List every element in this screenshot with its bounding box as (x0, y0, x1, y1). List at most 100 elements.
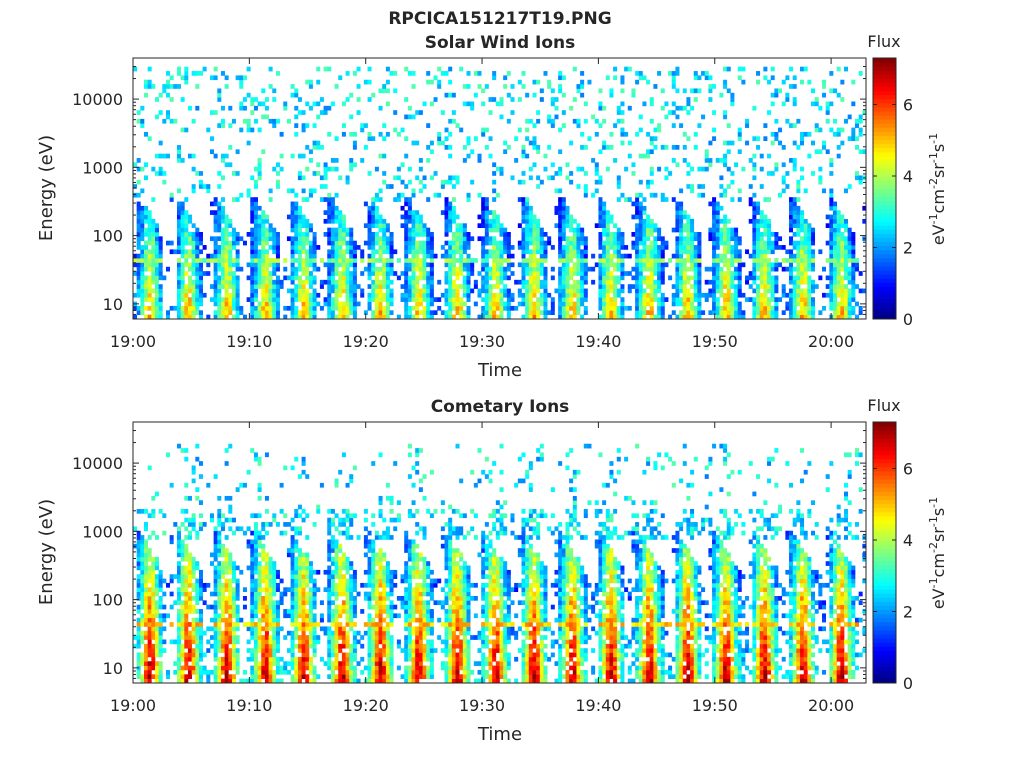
heatmap-cell (151, 674, 156, 679)
heatmap-cell (198, 179, 203, 185)
heatmap-cell (195, 626, 200, 632)
heatmap-cell (484, 288, 489, 294)
heatmap-cell (330, 232, 335, 237)
heatmap-cell (191, 648, 196, 653)
heatmap-cell (638, 114, 643, 120)
heatmap-cell (393, 71, 398, 76)
heatmap-cell (517, 179, 522, 185)
heatmap-cell (261, 114, 266, 120)
heatmap-cell (679, 275, 684, 281)
heatmap-cell (558, 271, 563, 276)
heatmap-cell (319, 279, 324, 285)
heatmap-cell (543, 266, 548, 272)
heatmap-cell (807, 253, 812, 259)
heatmap-cell (136, 635, 141, 640)
heatmap-cell (785, 75, 790, 81)
heatmap-cell (415, 110, 420, 115)
heatmap-cell (415, 279, 420, 285)
heatmap-cell (488, 249, 493, 255)
heatmap-cell (202, 600, 207, 606)
heatmap-cell (144, 288, 149, 294)
heatmap-cell (151, 245, 156, 250)
heatmap-cell (301, 271, 306, 276)
heatmap-cell (858, 179, 863, 185)
heatmap-cell (767, 110, 772, 115)
heatmap-cell (693, 288, 698, 294)
heatmap-cell (525, 297, 530, 302)
heatmap-cell (147, 604, 152, 610)
heatmap-cell (154, 284, 159, 289)
heatmap-cell (268, 271, 273, 276)
heatmap-cell (631, 284, 636, 289)
heatmap-cell (679, 249, 684, 255)
heatmap-cell (367, 301, 372, 307)
heatmap-cell (444, 297, 449, 302)
heatmap-cell (734, 236, 739, 242)
heatmap-cell (697, 232, 702, 237)
heatmap-cell (264, 249, 269, 255)
heatmap-cell (154, 574, 159, 579)
heatmap-cell (763, 249, 768, 255)
heatmap-cell (521, 205, 526, 211)
heatmap-cell (290, 253, 295, 259)
heatmap-cell (844, 249, 849, 255)
heatmap-cell (638, 288, 643, 294)
heatmap-cell (195, 656, 200, 662)
heatmap-cell (484, 305, 489, 311)
heatmap-cell (506, 292, 511, 298)
heatmap-cell (484, 292, 489, 298)
heatmap-cell (558, 297, 563, 302)
heatmap-cell (829, 127, 834, 133)
heatmap-cell (312, 266, 317, 272)
heatmap-cell (455, 301, 460, 307)
heatmap-cell (305, 271, 310, 276)
heatmap-cell (642, 297, 647, 302)
heatmap-cell (807, 297, 812, 302)
heatmap-cell (176, 626, 181, 632)
heatmap-cell (759, 297, 764, 302)
heatmap-cell (275, 292, 280, 298)
heatmap-cell (187, 552, 192, 558)
heatmap-cell (191, 565, 196, 571)
heatmap-cell (730, 179, 735, 185)
heatmap-cell (144, 314, 149, 320)
heatmap-cell (488, 223, 493, 228)
heatmap-cell (176, 232, 181, 237)
heatmap-cell (470, 101, 475, 107)
heatmap-cell (191, 582, 196, 588)
heatmap-cell (756, 201, 761, 207)
heatmap-cell (719, 205, 724, 211)
heatmap-cell (330, 158, 335, 163)
heatmap-cell (638, 253, 643, 259)
heatmap-cell (492, 310, 497, 315)
heatmap-cell (363, 240, 368, 246)
heatmap-cell (136, 578, 141, 584)
heatmap-cell (217, 656, 222, 662)
heatmap-cell (811, 314, 816, 320)
heatmap-cell (268, 227, 273, 233)
heatmap-cell (220, 210, 225, 215)
heatmap-cell (261, 301, 266, 307)
heatmap-cell (836, 153, 841, 159)
heatmap-cell (642, 288, 647, 294)
heatmap-cell (466, 266, 471, 272)
heatmap-cell (250, 262, 255, 268)
heatmap-cell (789, 262, 794, 268)
heatmap-cell (360, 292, 365, 298)
heatmap-cell (144, 548, 149, 553)
heatmap-cell (642, 210, 647, 215)
heatmap-cell (675, 249, 680, 255)
heatmap-cell (187, 556, 192, 562)
heatmap-cell (719, 284, 724, 289)
heatmap-cell (836, 145, 841, 150)
heatmap-cell (558, 197, 563, 202)
heatmap-cell (338, 175, 343, 181)
heatmap-cell (294, 275, 299, 281)
heatmap-cell (690, 284, 695, 289)
heatmap-cell (382, 218, 387, 224)
heatmap-cell (264, 232, 269, 237)
heatmap-cell (191, 569, 196, 575)
heatmap-cell (411, 249, 416, 255)
heatmap-cell (583, 271, 588, 276)
heatmap-cell (847, 305, 852, 311)
